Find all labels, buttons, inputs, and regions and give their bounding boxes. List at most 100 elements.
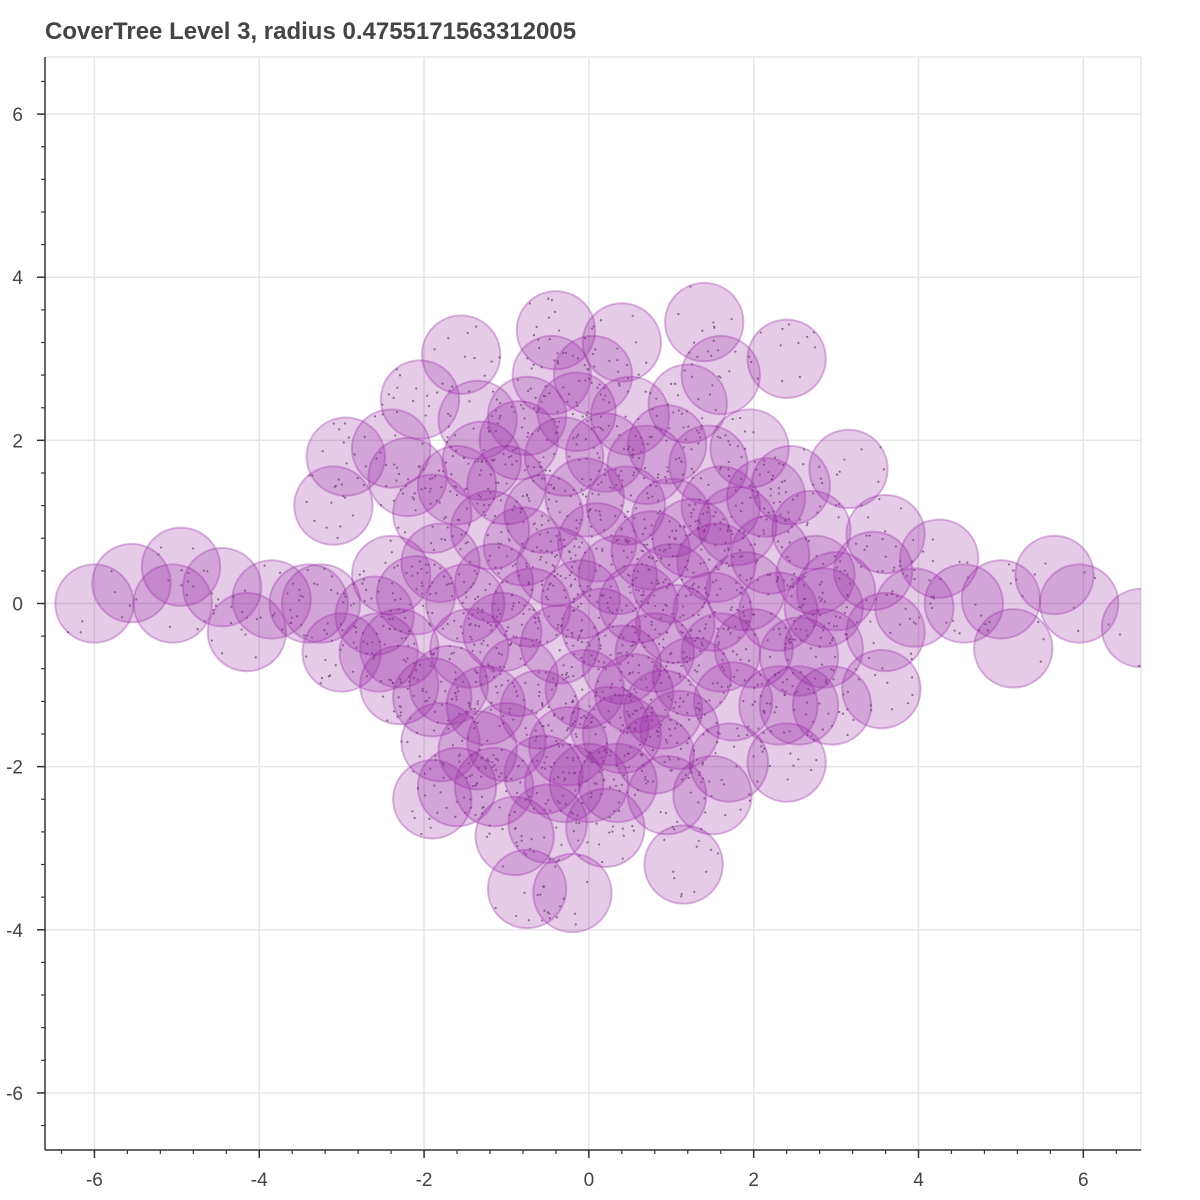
- sample-point: [842, 693, 845, 696]
- sample-point: [611, 611, 614, 614]
- sample-point: [513, 827, 516, 831]
- cover-circle: [1039, 563, 1120, 644]
- sample-point: [421, 687, 424, 690]
- sample-point: [796, 494, 799, 498]
- sample-point: [379, 640, 382, 643]
- sample-point: [735, 589, 738, 592]
- sample-point: [578, 379, 581, 382]
- sample-point: [429, 826, 432, 829]
- sample-point: [628, 726, 631, 729]
- cover-circle: [359, 608, 440, 689]
- sample-point: [635, 576, 638, 580]
- sample-point: [687, 425, 690, 428]
- sample-point: [778, 500, 781, 504]
- sample-point: [442, 776, 445, 779]
- sample-point: [620, 633, 623, 636]
- sample-point: [638, 638, 641, 641]
- sample-point: [458, 760, 461, 763]
- sample-point: [630, 454, 633, 457]
- sample-point: [699, 477, 702, 480]
- sample-point: [585, 457, 588, 460]
- sample-point: [501, 865, 504, 868]
- sample-point: [683, 369, 686, 372]
- sample-point: [599, 699, 602, 702]
- sample-point: [525, 493, 529, 496]
- sample-point: [524, 727, 527, 730]
- sample-point: [448, 657, 451, 661]
- sample-point: [419, 663, 422, 667]
- sample-point: [819, 477, 822, 480]
- sample-point: [1009, 582, 1012, 585]
- sample-point: [640, 600, 643, 603]
- sample-point: [567, 727, 570, 730]
- sample-point: [743, 430, 746, 433]
- sample-point: [548, 917, 551, 920]
- sample-point: [747, 725, 750, 728]
- sample-point: [516, 378, 520, 381]
- sample-point: [576, 756, 580, 759]
- sample-point: [671, 554, 674, 557]
- sample-point: [674, 701, 677, 704]
- sample-point: [651, 748, 655, 752]
- sample-point: [696, 758, 699, 761]
- sample-point: [482, 510, 485, 514]
- sample-point: [821, 481, 824, 485]
- sample-point: [791, 498, 794, 501]
- sample-point: [229, 622, 233, 625]
- sample-point: [515, 841, 518, 844]
- cover-circle: [680, 465, 761, 546]
- sample-point: [788, 559, 791, 562]
- sample-point: [594, 694, 597, 698]
- sample-point: [716, 741, 719, 744]
- sample-point: [712, 321, 715, 324]
- sample-point: [597, 483, 600, 486]
- sample-point: [440, 703, 444, 707]
- sample-point: [343, 496, 347, 499]
- sample-point: [400, 637, 403, 640]
- sample-point: [745, 578, 748, 582]
- sample-point: [621, 685, 624, 689]
- sample-point: [470, 773, 474, 776]
- sample-point: [641, 442, 644, 445]
- sample-point: [771, 478, 774, 481]
- sample-point: [524, 637, 527, 640]
- sample-point: [670, 382, 673, 385]
- y-tick-label: 0: [12, 595, 23, 616]
- sample-point: [697, 702, 700, 705]
- sample-point: [505, 482, 508, 485]
- sample-point: [428, 585, 431, 588]
- sample-point: [351, 670, 355, 673]
- cover-circle: [206, 591, 288, 673]
- cover-circle: [544, 648, 625, 730]
- sample-point: [512, 635, 515, 638]
- sample-point: [407, 644, 410, 647]
- sample-point: [980, 614, 983, 617]
- sample-point: [597, 660, 600, 663]
- sample-point: [431, 653, 435, 656]
- sample-point: [792, 671, 795, 675]
- sample-point: [644, 677, 647, 680]
- sample-point: [670, 651, 673, 655]
- sample-point: [365, 675, 368, 678]
- sample-point: [489, 624, 492, 627]
- sample-point: [496, 759, 499, 762]
- sample-point: [839, 570, 842, 573]
- sample-point: [557, 776, 560, 779]
- sample-point: [459, 548, 462, 551]
- sample-point: [986, 629, 990, 632]
- sample-point: [412, 694, 415, 697]
- sample-point: [505, 776, 508, 779]
- sample-point: [595, 690, 598, 694]
- sample-point: [821, 591, 824, 594]
- sample-point: [649, 698, 653, 701]
- sample-point: [631, 712, 634, 716]
- sample-point: [656, 512, 659, 515]
- sample-point: [784, 642, 787, 646]
- sample-point: [827, 712, 830, 715]
- cover-circle: [845, 591, 926, 673]
- sample-point: [680, 412, 683, 415]
- sample-point: [597, 493, 600, 496]
- sample-point: [523, 604, 526, 607]
- sample-point: [550, 484, 553, 487]
- sample-point: [558, 511, 562, 514]
